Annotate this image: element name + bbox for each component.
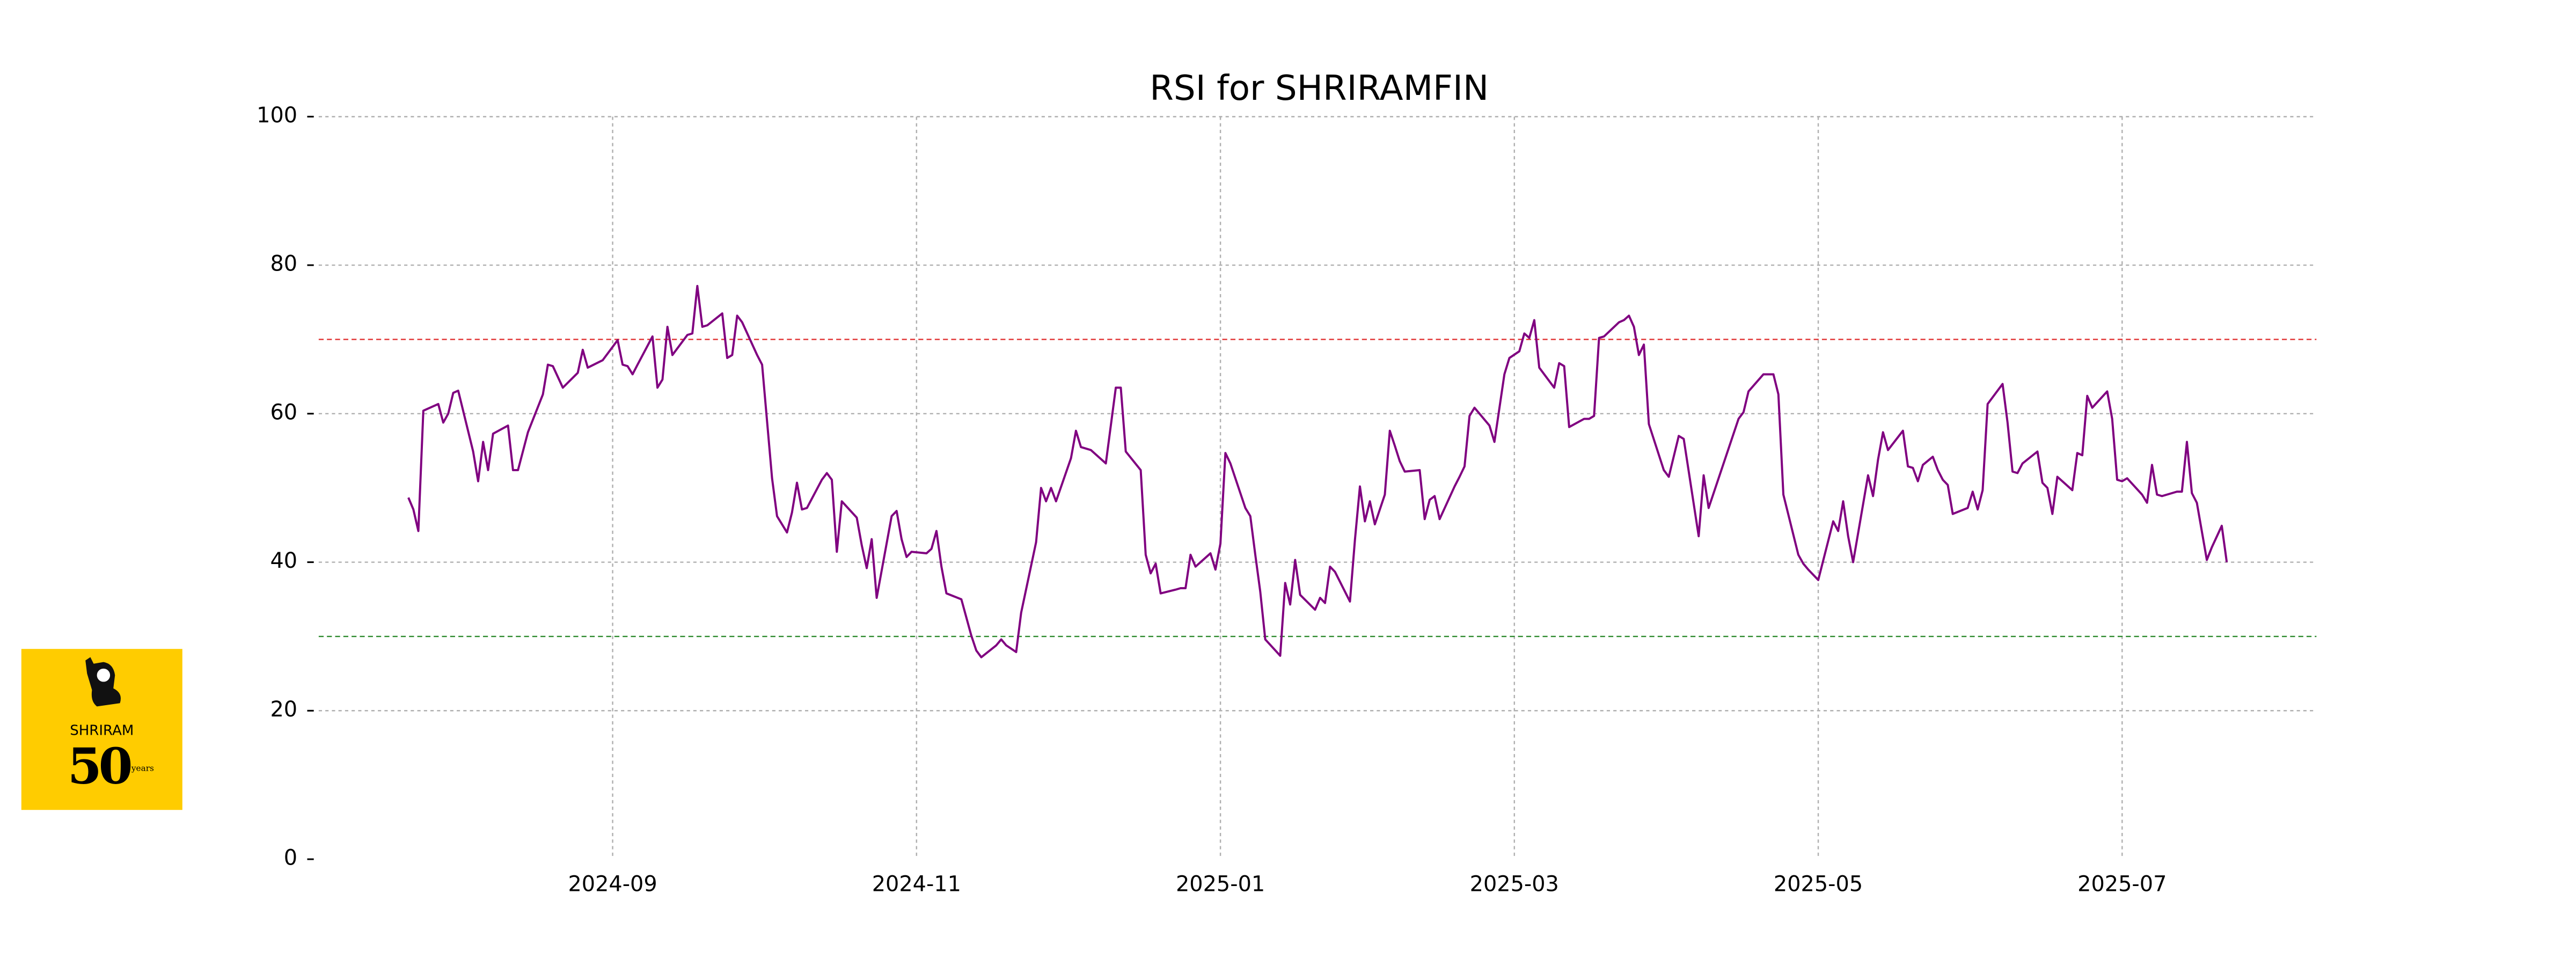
logo-brand: SHRIRAM [70, 723, 134, 739]
y-tick-label: 20 [270, 697, 297, 722]
x-tick-label: 2024-09 [568, 872, 657, 897]
logo-face [95, 667, 112, 684]
logo-suffix: years [131, 764, 154, 773]
y-tick-label: 60 [270, 400, 297, 425]
y-tick-label: 80 [270, 252, 297, 276]
x-tick-label: 2024-11 [872, 872, 961, 897]
y-tick-label: 0 [284, 846, 297, 870]
logo-number: 50 [68, 737, 131, 795]
x-tick-label: 2025-01 [1176, 872, 1265, 897]
x-tick-label: 2025-03 [1470, 872, 1559, 897]
chart-title: RSI for SHRIRAMFIN [1150, 68, 1489, 108]
y-tick-label: 40 [270, 548, 297, 573]
x-tick-label: 2025-05 [1774, 872, 1863, 897]
x-tick-label: 2025-07 [2077, 872, 2167, 897]
logo: SHRIRAM 50 years [21, 649, 182, 810]
y-tick-label: 100 [257, 103, 297, 128]
rsi-line [407, 284, 2228, 658]
